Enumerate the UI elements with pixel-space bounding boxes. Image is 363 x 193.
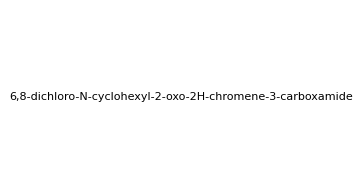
Text: 6,8-dichloro-N-cyclohexyl-2-oxo-2H-chromene-3-carboxamide: 6,8-dichloro-N-cyclohexyl-2-oxo-2H-chrom… (10, 91, 353, 102)
